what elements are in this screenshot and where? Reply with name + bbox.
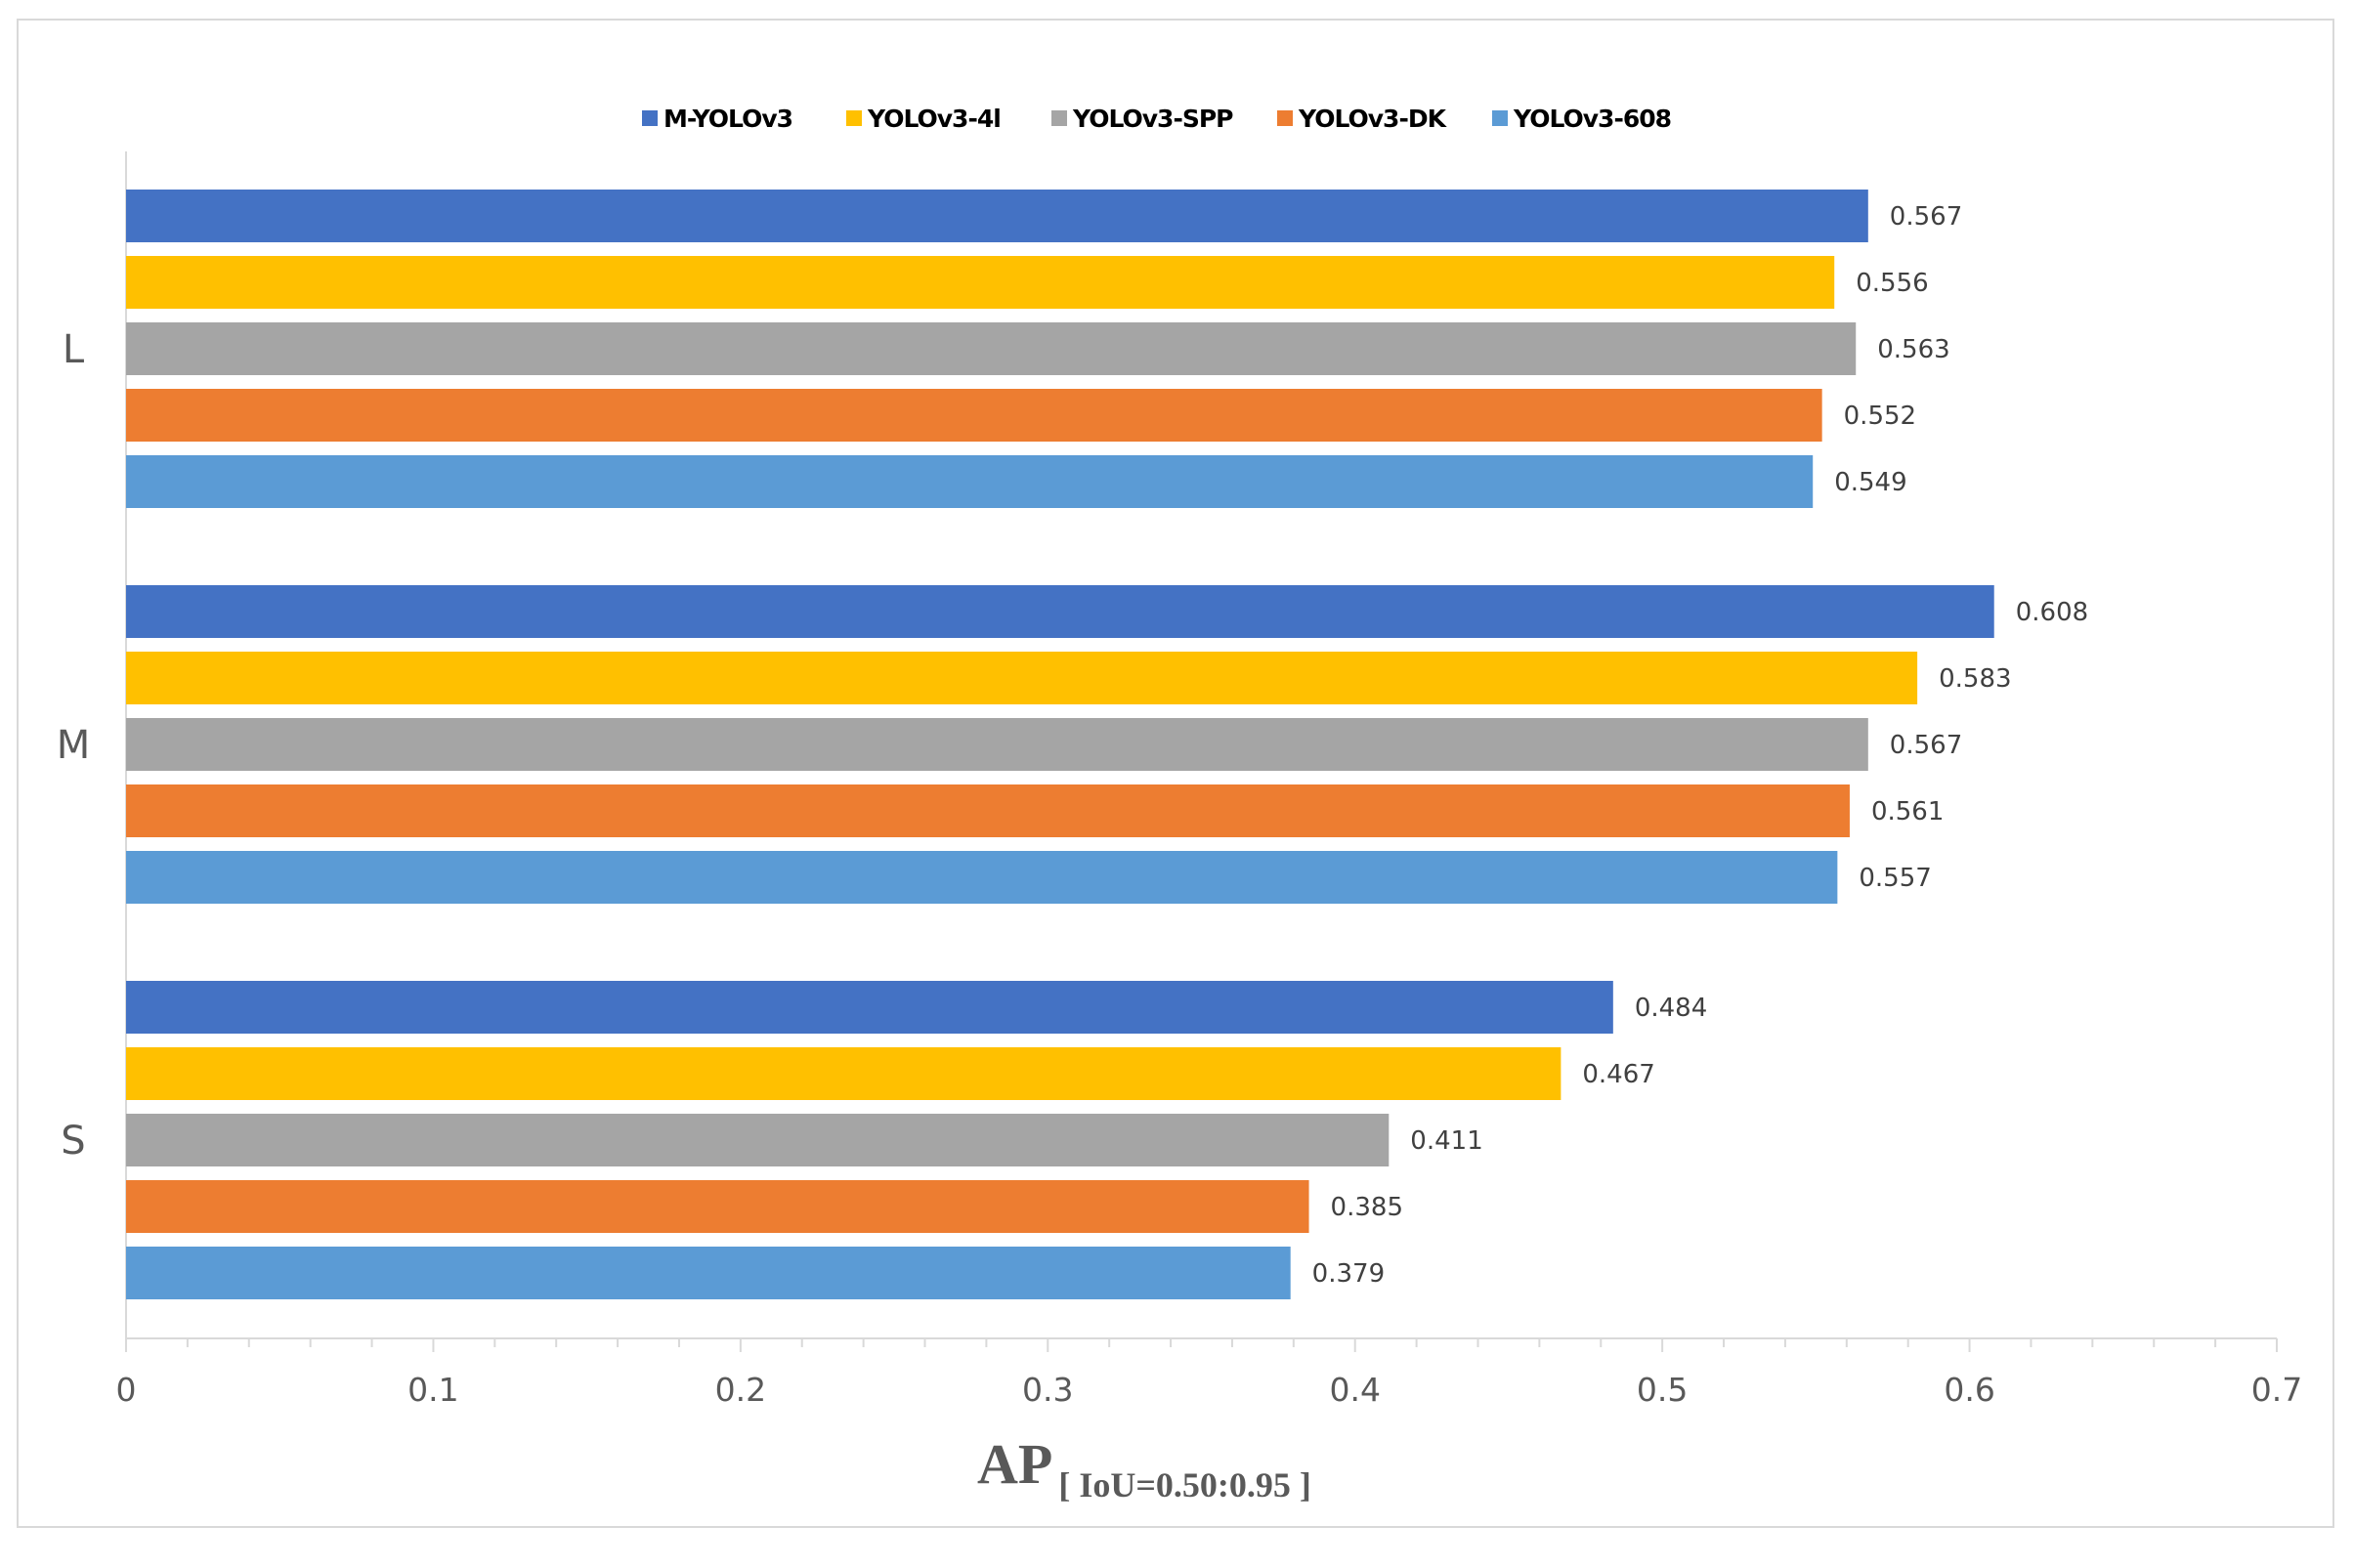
value-label-s-yolov3-608: 0.379 bbox=[1312, 1259, 1385, 1289]
value-label-s-yolov3-dk: 0.385 bbox=[1331, 1193, 1403, 1222]
legend-label-m-yolov3: M-YOLOv3 bbox=[663, 105, 792, 133]
value-label-m-yolov3-spp: 0.567 bbox=[1890, 731, 1962, 760]
bar-m-m-yolov3 bbox=[126, 585, 1994, 638]
bar-m-yolov3-dk bbox=[126, 784, 1850, 837]
value-label-m-yolov3-4l: 0.583 bbox=[1939, 664, 2011, 694]
value-label-l-m-yolov3: 0.567 bbox=[1890, 202, 1962, 232]
legend-swatch-yolov3-dk bbox=[1277, 110, 1293, 126]
x-tick-label-0-2: 0.2 bbox=[715, 1371, 766, 1409]
x-tick-label-0-4: 0.4 bbox=[1329, 1371, 1380, 1409]
value-labels: 0.567 0.556 0.563 0.552 0.549 0.608 0.583 0.567… bbox=[1312, 202, 2088, 1289]
bar-l-yolov3-608 bbox=[126, 455, 1814, 508]
value-label-m-yolov3-dk: 0.561 bbox=[1871, 797, 1944, 826]
value-label-l-yolov3-608: 0.549 bbox=[1834, 468, 1906, 497]
value-label-s-yolov3-4l: 0.467 bbox=[1582, 1060, 1654, 1089]
value-label-l-yolov3-dk: 0.552 bbox=[1844, 402, 1916, 431]
legend-swatch-m-yolov3 bbox=[642, 110, 658, 126]
value-label-s-m-yolov3: 0.484 bbox=[1635, 994, 1707, 1023]
x-tick-labels: 0 0.1 0.2 0.3 0.4 0.5 0.6 0.7 bbox=[116, 1371, 2303, 1409]
x-axis-ticks bbox=[125, 1338, 2278, 1352]
x-tick-label-0-3: 0.3 bbox=[1022, 1371, 1073, 1409]
bar-m-yolov3-spp bbox=[126, 718, 1868, 771]
bar-l-yolov3-dk bbox=[126, 389, 1822, 442]
bar-s-yolov3-4l bbox=[126, 1047, 1562, 1100]
bar-s-yolov3-dk bbox=[126, 1180, 1309, 1233]
legend-label-yolov3-4l: YOLOv3-4l bbox=[867, 105, 1001, 133]
legend-swatch-yolov3-spp bbox=[1051, 110, 1067, 126]
legend-swatch-yolov3-4l bbox=[846, 110, 862, 126]
x-tick-label-0: 0 bbox=[116, 1371, 137, 1409]
x-tick-label-0-7: 0.7 bbox=[2251, 1371, 2302, 1409]
bar-m-yolov3-4l bbox=[126, 652, 1918, 704]
bar-l-yolov3-spp bbox=[126, 322, 1857, 375]
legend: M-YOLOv3 YOLOv3-4l YOLOv3-SPP YOLOv3-DK YOLO… bbox=[642, 105, 1672, 133]
value-label-s-yolov3-spp: 0.411 bbox=[1410, 1126, 1482, 1156]
bars bbox=[126, 190, 1994, 1299]
value-label-m-yolov3-608: 0.557 bbox=[1859, 864, 1931, 893]
legend-label-yolov3-spp: YOLOv3-SPP bbox=[1072, 105, 1233, 133]
value-label-l-yolov3-spp: 0.563 bbox=[1877, 335, 1949, 364]
category-label-l: L bbox=[63, 327, 85, 372]
bar-l-m-yolov3 bbox=[126, 190, 1868, 242]
value-label-l-yolov3-4l: 0.556 bbox=[1856, 269, 1928, 298]
legend-swatch-yolov3-608 bbox=[1492, 110, 1508, 126]
x-axis-title: AP[ IoU=0.50:0.95 ] bbox=[977, 1432, 1311, 1504]
category-label-m: M bbox=[57, 723, 91, 768]
x-tick-label-0-5: 0.5 bbox=[1637, 1371, 1688, 1409]
bar-s-m-yolov3 bbox=[126, 981, 1613, 1034]
legend-label-yolov3-dk: YOLOv3-DK bbox=[1298, 105, 1448, 133]
bar-m-yolov3-608 bbox=[126, 851, 1838, 904]
bar-l-yolov3-4l bbox=[126, 256, 1835, 309]
value-label-m-m-yolov3: 0.608 bbox=[2016, 598, 2088, 627]
legend-label-yolov3-608: YOLOv3-608 bbox=[1513, 105, 1671, 133]
bar-s-yolov3-608 bbox=[126, 1247, 1291, 1299]
x-tick-label-0-1: 0.1 bbox=[407, 1371, 458, 1409]
x-tick-label-0-6: 0.6 bbox=[1944, 1371, 1994, 1409]
bar-s-yolov3-spp bbox=[126, 1114, 1390, 1166]
category-label-s: S bbox=[61, 1119, 85, 1164]
